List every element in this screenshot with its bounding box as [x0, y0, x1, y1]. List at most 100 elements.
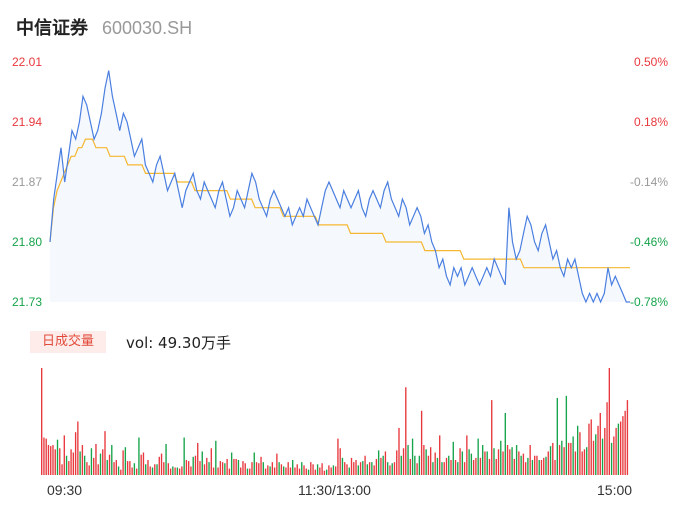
volume-bar [217, 467, 219, 475]
volume-bar [556, 397, 558, 475]
volume-bar [522, 453, 525, 475]
stock-code: 600030.SH [102, 18, 193, 38]
volume-bar [619, 421, 622, 475]
volume-bar [411, 438, 414, 475]
volume-bar [190, 466, 192, 475]
volume-bar [260, 456, 262, 475]
volume-bar [255, 462, 258, 475]
volume-bar [509, 449, 511, 475]
volume-bar [307, 469, 310, 475]
volume-bar [335, 466, 337, 475]
volume-bar [95, 443, 97, 475]
avg-price-line [49, 138, 630, 269]
price-line [49, 70, 630, 304]
volume-bar [341, 457, 344, 475]
volume-bar [425, 449, 427, 475]
volume-bar [104, 431, 106, 475]
volume-bar [172, 466, 174, 475]
volume-bar [258, 463, 260, 475]
volume-bar [588, 423, 590, 475]
volume-bar [54, 449, 56, 475]
volume-bar [459, 448, 461, 475]
volume-bar [246, 468, 249, 475]
volume-bar [117, 466, 120, 475]
volume-bar [68, 461, 70, 475]
volume-bar [185, 460, 188, 475]
volume-bar [178, 468, 181, 475]
volume-bar [626, 400, 629, 475]
volume-bar [387, 462, 389, 475]
pct-tick-0: 0.50% [633, 55, 668, 69]
price-area [50, 70, 630, 302]
volume-bar [466, 435, 468, 475]
volume-bar [122, 450, 124, 475]
volume-bar [427, 455, 430, 475]
volume-bar [63, 435, 65, 475]
volume-bar [491, 400, 493, 475]
volume-bar [529, 445, 531, 475]
volume-bar [567, 442, 570, 475]
time-tick-open: 09:30 [47, 482, 83, 498]
volume-bar [488, 458, 491, 475]
volume-bar [154, 464, 156, 475]
volume-bar [332, 465, 335, 475]
price-tick-2: 21.87 [12, 175, 43, 189]
volume-bar [515, 445, 518, 475]
volume-bar [298, 468, 301, 475]
volume-bar [543, 457, 545, 475]
volume-bars [41, 368, 629, 475]
volume-bar [303, 465, 305, 475]
volume-bar [61, 464, 63, 475]
volume-bar [475, 457, 477, 475]
volume-bar [197, 442, 199, 475]
volume-bar [330, 467, 332, 475]
volume-bar [377, 450, 380, 475]
volume-bar [296, 464, 298, 475]
volume-bar [366, 464, 369, 475]
volume-bar [484, 451, 486, 475]
volume-bar [282, 466, 285, 475]
volume-bar [375, 458, 378, 475]
volume-bar [228, 468, 231, 475]
volume-bar [140, 454, 142, 475]
volume-bar [479, 457, 482, 475]
pct-tick-1: 0.18% [633, 115, 668, 129]
volume-bar [131, 467, 133, 475]
volume-bar [443, 462, 445, 475]
volume-bar [206, 457, 208, 475]
volume-bar [145, 464, 147, 475]
volume-bar [316, 464, 319, 475]
volume-bar [441, 462, 443, 475]
volume-bar [364, 455, 366, 475]
volume-bar [373, 465, 375, 475]
volume-bar [72, 452, 75, 475]
volume-bar [454, 460, 457, 475]
volume-bar [371, 462, 373, 475]
volume-bar [538, 460, 540, 475]
volume-bar [224, 463, 226, 475]
volume-bar [540, 460, 543, 475]
volume-bar [563, 447, 565, 475]
volume-bar [203, 464, 206, 475]
volume-bar [565, 395, 568, 475]
volume-bar [294, 467, 296, 475]
volume-bar [348, 467, 350, 475]
volume-bar [188, 461, 190, 475]
volume-bar [163, 462, 165, 475]
volume-bar [506, 445, 509, 475]
volume-bar [414, 455, 416, 475]
volume-bar [407, 445, 409, 475]
volume-bar [409, 458, 411, 475]
volume-bar [233, 458, 235, 475]
volume-bar [194, 455, 197, 475]
volume-bar [353, 462, 355, 475]
volume-bar [244, 463, 246, 475]
volume-bar [149, 466, 151, 475]
volume-bar [251, 462, 253, 475]
volume-bar [88, 465, 90, 475]
volume-bar [461, 451, 464, 475]
volume-bar [502, 451, 504, 475]
volume-tab[interactable]: 日成交量 [30, 331, 107, 353]
volume-bar [500, 440, 502, 475]
volume-bar [41, 368, 43, 475]
